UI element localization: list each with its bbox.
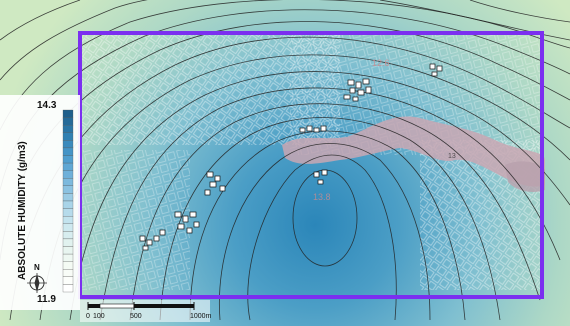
legend-ramp-swatch — [62, 231, 74, 240]
legend-ramp-swatch — [62, 162, 74, 171]
legend-ramp-swatch — [62, 185, 74, 194]
legend-ramp-swatch — [62, 200, 74, 209]
legend-ramp-swatch — [62, 132, 74, 141]
legend: ABSOLUTE HUMIDITY (g/m3) 14.3 11.9 N — [0, 95, 80, 310]
legend-ramp-swatch — [62, 216, 74, 224]
legend-ramp-swatch — [62, 208, 74, 217]
legend-ramp-swatch — [62, 140, 74, 149]
legend-title: ABSOLUTE HUMIDITY (g/m3) — [17, 141, 28, 280]
north-label: N — [34, 263, 40, 272]
annotation-peak: 12.6 — [372, 58, 390, 68]
legend-ramp-swatch — [62, 246, 74, 255]
legend-ramp-swatch — [62, 178, 74, 186]
compass-rose-icon — [27, 273, 47, 293]
legend-ramp-swatch — [62, 125, 74, 133]
legend-ramp-swatch — [62, 109, 74, 118]
legend-ramp-swatch — [62, 223, 74, 232]
scale-bar: 0 100 500 1000m — [80, 300, 212, 322]
legend-ramp-swatch — [62, 117, 74, 126]
annotation-east: 13 — [448, 153, 456, 160]
legend-ramp-swatch — [62, 155, 74, 164]
scale-label-1000: 1000m — [190, 313, 212, 320]
legend-min-label: 11.9 — [37, 294, 56, 305]
legend-ramp-swatch — [62, 193, 74, 202]
scale-label-500: 500 — [130, 313, 142, 320]
annotation-center: 13.8 — [313, 192, 331, 202]
legend-max-label: 14.3 — [37, 100, 57, 111]
legend-ramp-swatch — [62, 276, 74, 285]
legend-ramp-swatch — [62, 147, 74, 156]
legend-ramp-swatch — [62, 284, 74, 293]
legend-color-ramp — [62, 109, 74, 293]
water-body — [282, 116, 545, 187]
legend-ramp-swatch — [62, 238, 74, 247]
legend-ramp-swatch — [62, 170, 74, 179]
legend-ramp-swatch — [62, 253, 74, 262]
legend-ramp-swatch — [62, 261, 74, 270]
scale-label-100: 100 — [93, 313, 105, 320]
scale-label-0: 0 — [86, 313, 90, 320]
building-clusters — [139, 63, 443, 251]
legend-ramp-swatch — [62, 269, 74, 277]
